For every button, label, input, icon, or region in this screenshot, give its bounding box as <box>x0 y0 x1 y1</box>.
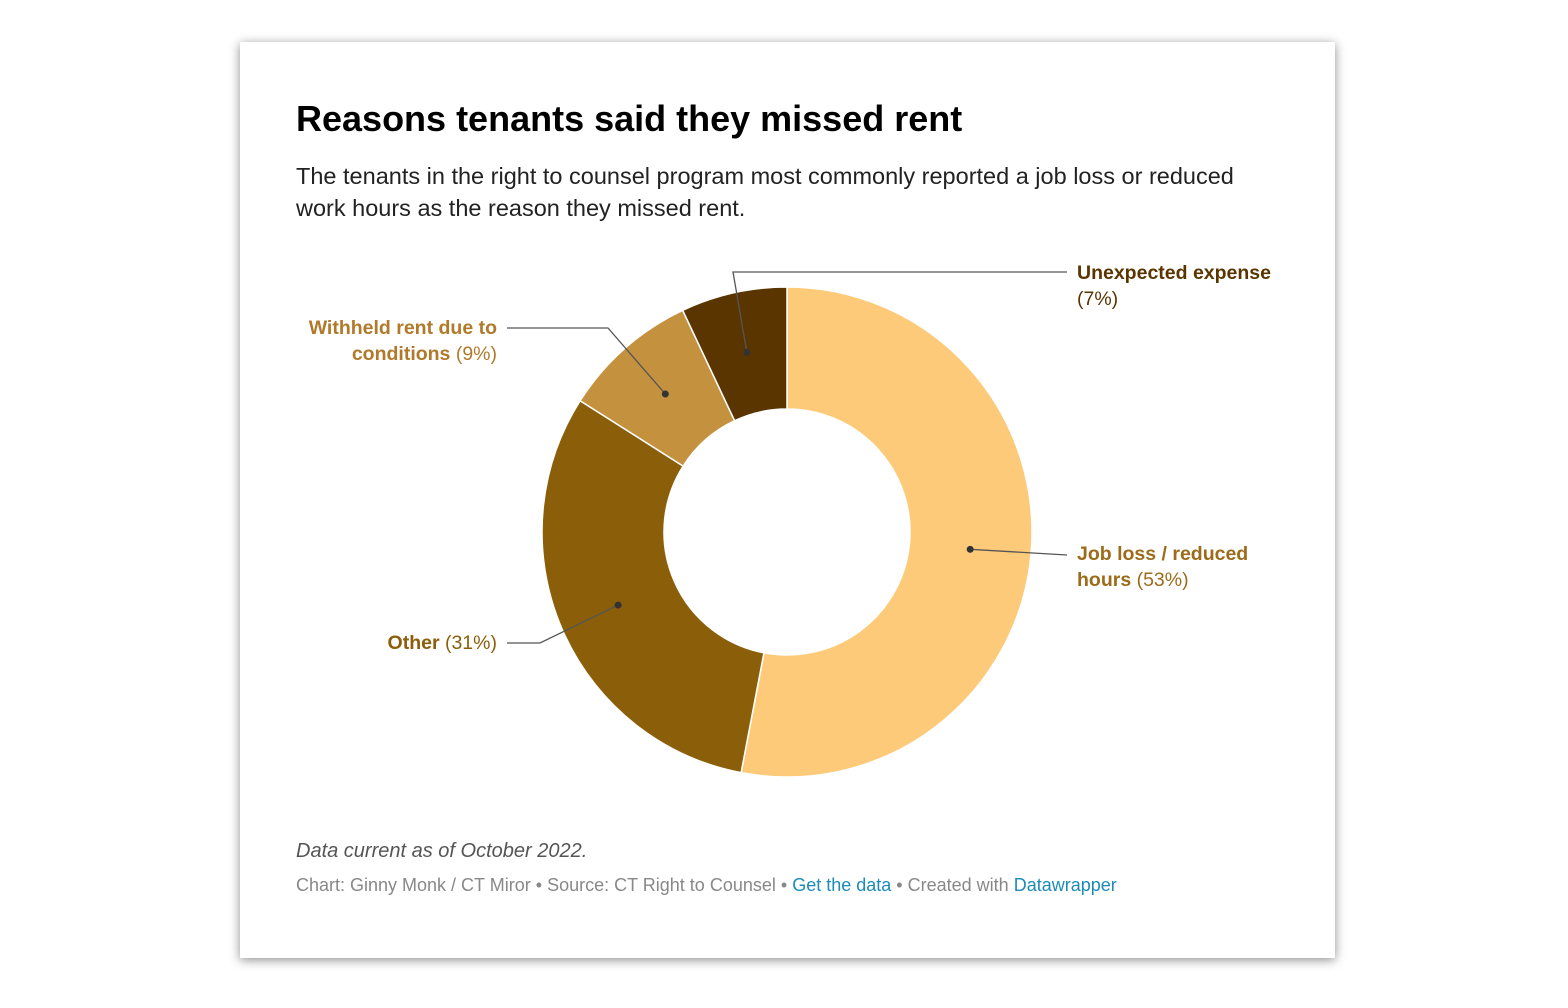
tool-link[interactable]: Datawrapper <box>1013 875 1117 895</box>
donut-slice <box>681 286 788 422</box>
value-label: (31%) <box>444 632 497 654</box>
byline: Chart: Ginny Monk / CT Miror <box>296 875 531 895</box>
category-label: Other <box>387 632 440 654</box>
separator: • <box>896 875 903 895</box>
leader-line <box>507 327 666 395</box>
leader-line <box>507 604 619 644</box>
category-label: Unexpected expense <box>1077 262 1272 284</box>
chart-card: Reasons tenants said they missed rent Th… <box>240 42 1335 958</box>
donut-slice <box>740 286 1033 778</box>
slice-label: Other (31%) <box>297 630 497 656</box>
leader-dot <box>614 601 622 609</box>
chart-title: Reasons tenants said they missed rent <box>296 98 963 139</box>
donut-slice <box>541 399 765 774</box>
category-label: Withheld rent due to conditions <box>308 317 497 365</box>
leader-dot <box>966 545 974 553</box>
category-label: Job loss / reduced hours <box>1077 543 1249 591</box>
data-link[interactable]: Get the data <box>792 875 892 895</box>
leader-dot <box>743 348 751 356</box>
slice-label: Unexpected expense (7%) <box>1077 260 1277 312</box>
leader-line <box>732 271 1067 353</box>
footnote: Data current as of October 2022. <box>296 840 588 862</box>
source: Source: CT Right to Counsel <box>547 875 776 895</box>
slice-label: Withheld rent due to conditions (9%) <box>277 315 497 367</box>
slice-label: Job loss / reduced hours (53%) <box>1077 541 1277 593</box>
value-label: (7%) <box>1077 288 1119 310</box>
chart-subtitle: The tenants in the right to counsel prog… <box>296 163 1234 221</box>
value-label: (9%) <box>455 343 497 365</box>
separator: • <box>535 875 543 895</box>
donut-plot <box>507 271 1068 778</box>
leader-dot <box>661 390 669 398</box>
leader-line <box>970 548 1068 556</box>
value-label: (53%) <box>1136 569 1189 591</box>
credits: Chart: Ginny Monk / CT Miror • Source: C… <box>296 875 1117 896</box>
separator: • <box>780 875 788 895</box>
created-with: Created with <box>907 875 1009 895</box>
